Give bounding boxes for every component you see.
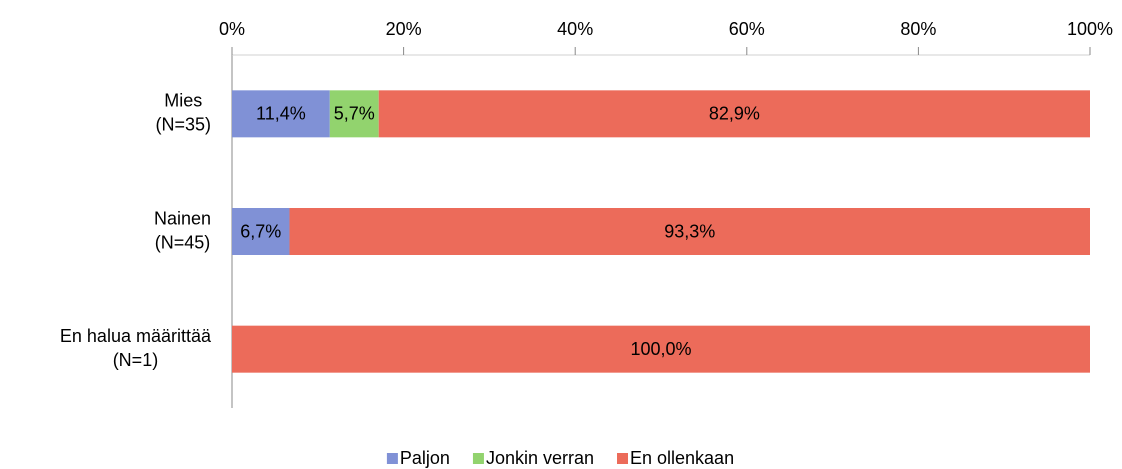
x-tick-label: 100%: [1067, 19, 1113, 39]
bar: [378, 90, 1090, 138]
legend-label: Paljon: [400, 448, 450, 468]
y-tick-label: Nainen: [154, 208, 211, 228]
legend-swatch: [472, 453, 484, 464]
x-tick-label: 80%: [900, 19, 936, 39]
legend-label: Jonkin verran: [486, 448, 594, 468]
y-tick-label: (N=1): [113, 350, 159, 370]
legend-label: En ollenkaan: [630, 448, 734, 468]
bar: [232, 325, 1090, 373]
bar: [289, 208, 1091, 255]
data-label: 11,4%: [256, 104, 306, 124]
bar: [329, 90, 379, 138]
y-tick-label: En halua määrittää: [60, 326, 212, 346]
x-tick-label: 0%: [219, 19, 245, 39]
data-label: 5,7%: [334, 104, 375, 124]
bar: [232, 90, 330, 138]
y-tick-label: (N=35): [155, 115, 211, 135]
y-tick-label: (N=45): [155, 232, 211, 252]
legend-swatch: [386, 453, 398, 464]
legend-swatch: [617, 453, 629, 464]
data-label: 82,9%: [709, 104, 760, 124]
x-tick-label: 20%: [386, 19, 422, 39]
bar: [232, 208, 290, 255]
y-tick-label: Mies: [164, 91, 202, 111]
x-tick-label: 60%: [729, 19, 765, 39]
data-label: 100,0%: [630, 339, 691, 359]
data-label: 6,7%: [240, 221, 281, 241]
data-label: 93,3%: [664, 221, 715, 241]
x-tick-label: 40%: [557, 19, 593, 39]
